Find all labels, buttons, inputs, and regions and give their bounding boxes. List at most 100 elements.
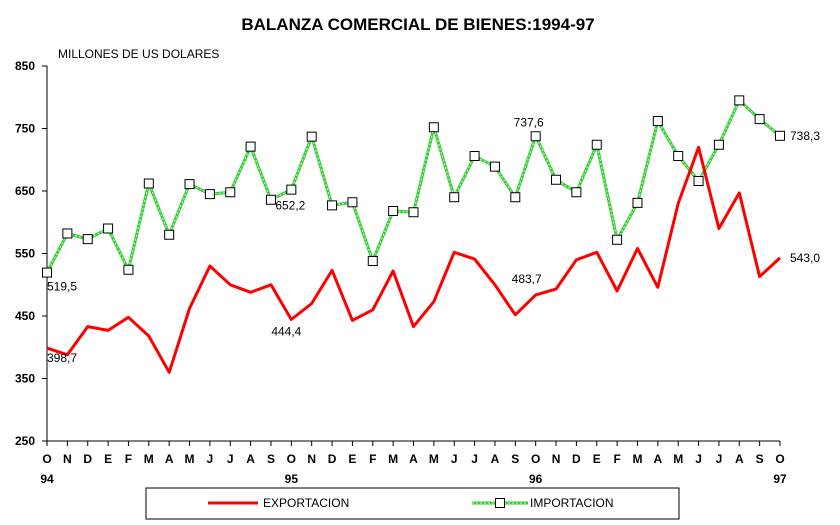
importacion-point	[347, 197, 358, 208]
y-tick-label: 750	[15, 122, 35, 136]
x-tick-label: A	[165, 452, 174, 466]
data-annotation: 444,4	[271, 325, 301, 339]
importacion-point	[408, 207, 419, 218]
importacion-series-line-pattern	[46, 99, 781, 273]
importacion-point	[612, 234, 623, 245]
y-tick-label: 350	[15, 372, 35, 386]
y-tick-label: 850	[15, 59, 35, 73]
x-tick-label: O	[42, 452, 51, 466]
importacion-point	[734, 95, 745, 106]
x-tick-label: O	[531, 452, 540, 466]
importacion-point	[62, 228, 73, 239]
importacion-point	[510, 192, 521, 203]
chart-title: BALANZA COMERCIAL DE BIENES:1994-97	[241, 15, 594, 34]
importacion-point	[693, 176, 704, 186]
series-layer	[42, 95, 785, 374]
importacion-series-line	[45, 97, 781, 275]
importacion-point	[551, 174, 562, 185]
importacion-point	[469, 151, 480, 161]
year-label: 95	[285, 472, 299, 486]
year-label: 94	[40, 472, 54, 486]
x-tick-label: M	[632, 452, 642, 466]
exportacion-series-line	[46, 145, 782, 374]
x-tick-label: S	[756, 452, 764, 466]
x-tick-label: M	[429, 452, 439, 466]
importacion-point	[489, 161, 500, 172]
importacion-point	[143, 178, 154, 189]
x-tick-label: E	[593, 452, 601, 466]
x-tick-label: M	[388, 452, 398, 466]
x-tick-label: M	[673, 452, 683, 466]
importacion-point	[775, 130, 785, 141]
x-tick-label: F	[125, 452, 132, 466]
unit-label: MILLONES DE US DOLARES	[58, 47, 219, 61]
x-tick-label: S	[267, 452, 275, 466]
data-annotation: 652,2	[275, 199, 305, 213]
data-annotation: 737,6	[514, 115, 544, 129]
importacion-point	[184, 179, 195, 190]
x-tick-label: A	[735, 452, 744, 466]
x-tick-label: M	[185, 452, 195, 466]
legend-importacion-label: IMPORTACION	[530, 496, 614, 510]
importacion-point	[754, 114, 765, 125]
importacion-point	[265, 194, 276, 205]
x-tick-label: N	[552, 452, 561, 466]
y-tick-label: 450	[15, 309, 35, 323]
x-tick-label: A	[409, 452, 418, 466]
x-tick-label: O	[287, 452, 296, 466]
importacion-point	[123, 264, 134, 275]
y-tick-label: 650	[15, 184, 35, 198]
legend: EXPORTACION IMPORTACION	[145, 487, 680, 520]
legend-exportacion-label: EXPORTACION	[263, 496, 349, 510]
importacion-point	[713, 139, 724, 150]
x-tick-label: O	[775, 452, 784, 466]
x-tick-label: S	[511, 452, 519, 466]
data-annotation: 483,7	[512, 272, 542, 286]
x-tick-label: J	[227, 452, 234, 466]
importacion-point	[245, 141, 256, 152]
year-label: 96	[529, 472, 543, 486]
importacion-point	[652, 116, 663, 126]
importacion-point	[103, 223, 114, 234]
data-annotation: 398,7	[47, 351, 77, 365]
importacion-point	[204, 189, 215, 200]
x-tick-label: D	[83, 452, 92, 466]
importacion-point	[571, 187, 582, 198]
importacion-point	[530, 131, 541, 142]
x-tick-label: A	[653, 452, 662, 466]
legend-importacion-marker	[495, 498, 505, 508]
importacion-point	[225, 187, 236, 198]
year-label: 97	[773, 472, 787, 486]
importacion-point	[428, 122, 439, 133]
data-annotation: 543,0	[790, 251, 820, 265]
x-tick-label: N	[63, 452, 72, 466]
data-annotation: 738,3	[790, 129, 820, 143]
y-tick-label: 550	[15, 247, 35, 261]
importacion-point	[306, 131, 317, 142]
importacion-point	[286, 184, 297, 195]
importacion-point	[388, 206, 399, 216]
y-tick-label: 250	[15, 434, 35, 448]
x-tick-label: F	[613, 452, 620, 466]
x-tick-label: J	[716, 452, 723, 466]
x-tick-label: M	[144, 452, 154, 466]
importacion-point	[82, 234, 93, 245]
importacion-point	[367, 256, 378, 266]
importacion-point	[449, 192, 460, 203]
x-tick-label: J	[695, 452, 702, 466]
importacion-point	[632, 197, 643, 208]
x-tick-label: D	[572, 452, 581, 466]
x-tick-label: A	[491, 452, 500, 466]
importacion-point	[327, 200, 338, 211]
x-tick-label: D	[328, 452, 337, 466]
x-tick-label: E	[348, 452, 356, 466]
importacion-point	[673, 151, 684, 161]
x-tick-label: N	[307, 452, 316, 466]
data-annotation: 519,5	[47, 280, 77, 294]
x-tick-label: J	[471, 452, 478, 466]
x-tick-label: J	[451, 452, 458, 466]
x-tick-label: E	[104, 452, 112, 466]
importacion-point	[591, 139, 602, 150]
